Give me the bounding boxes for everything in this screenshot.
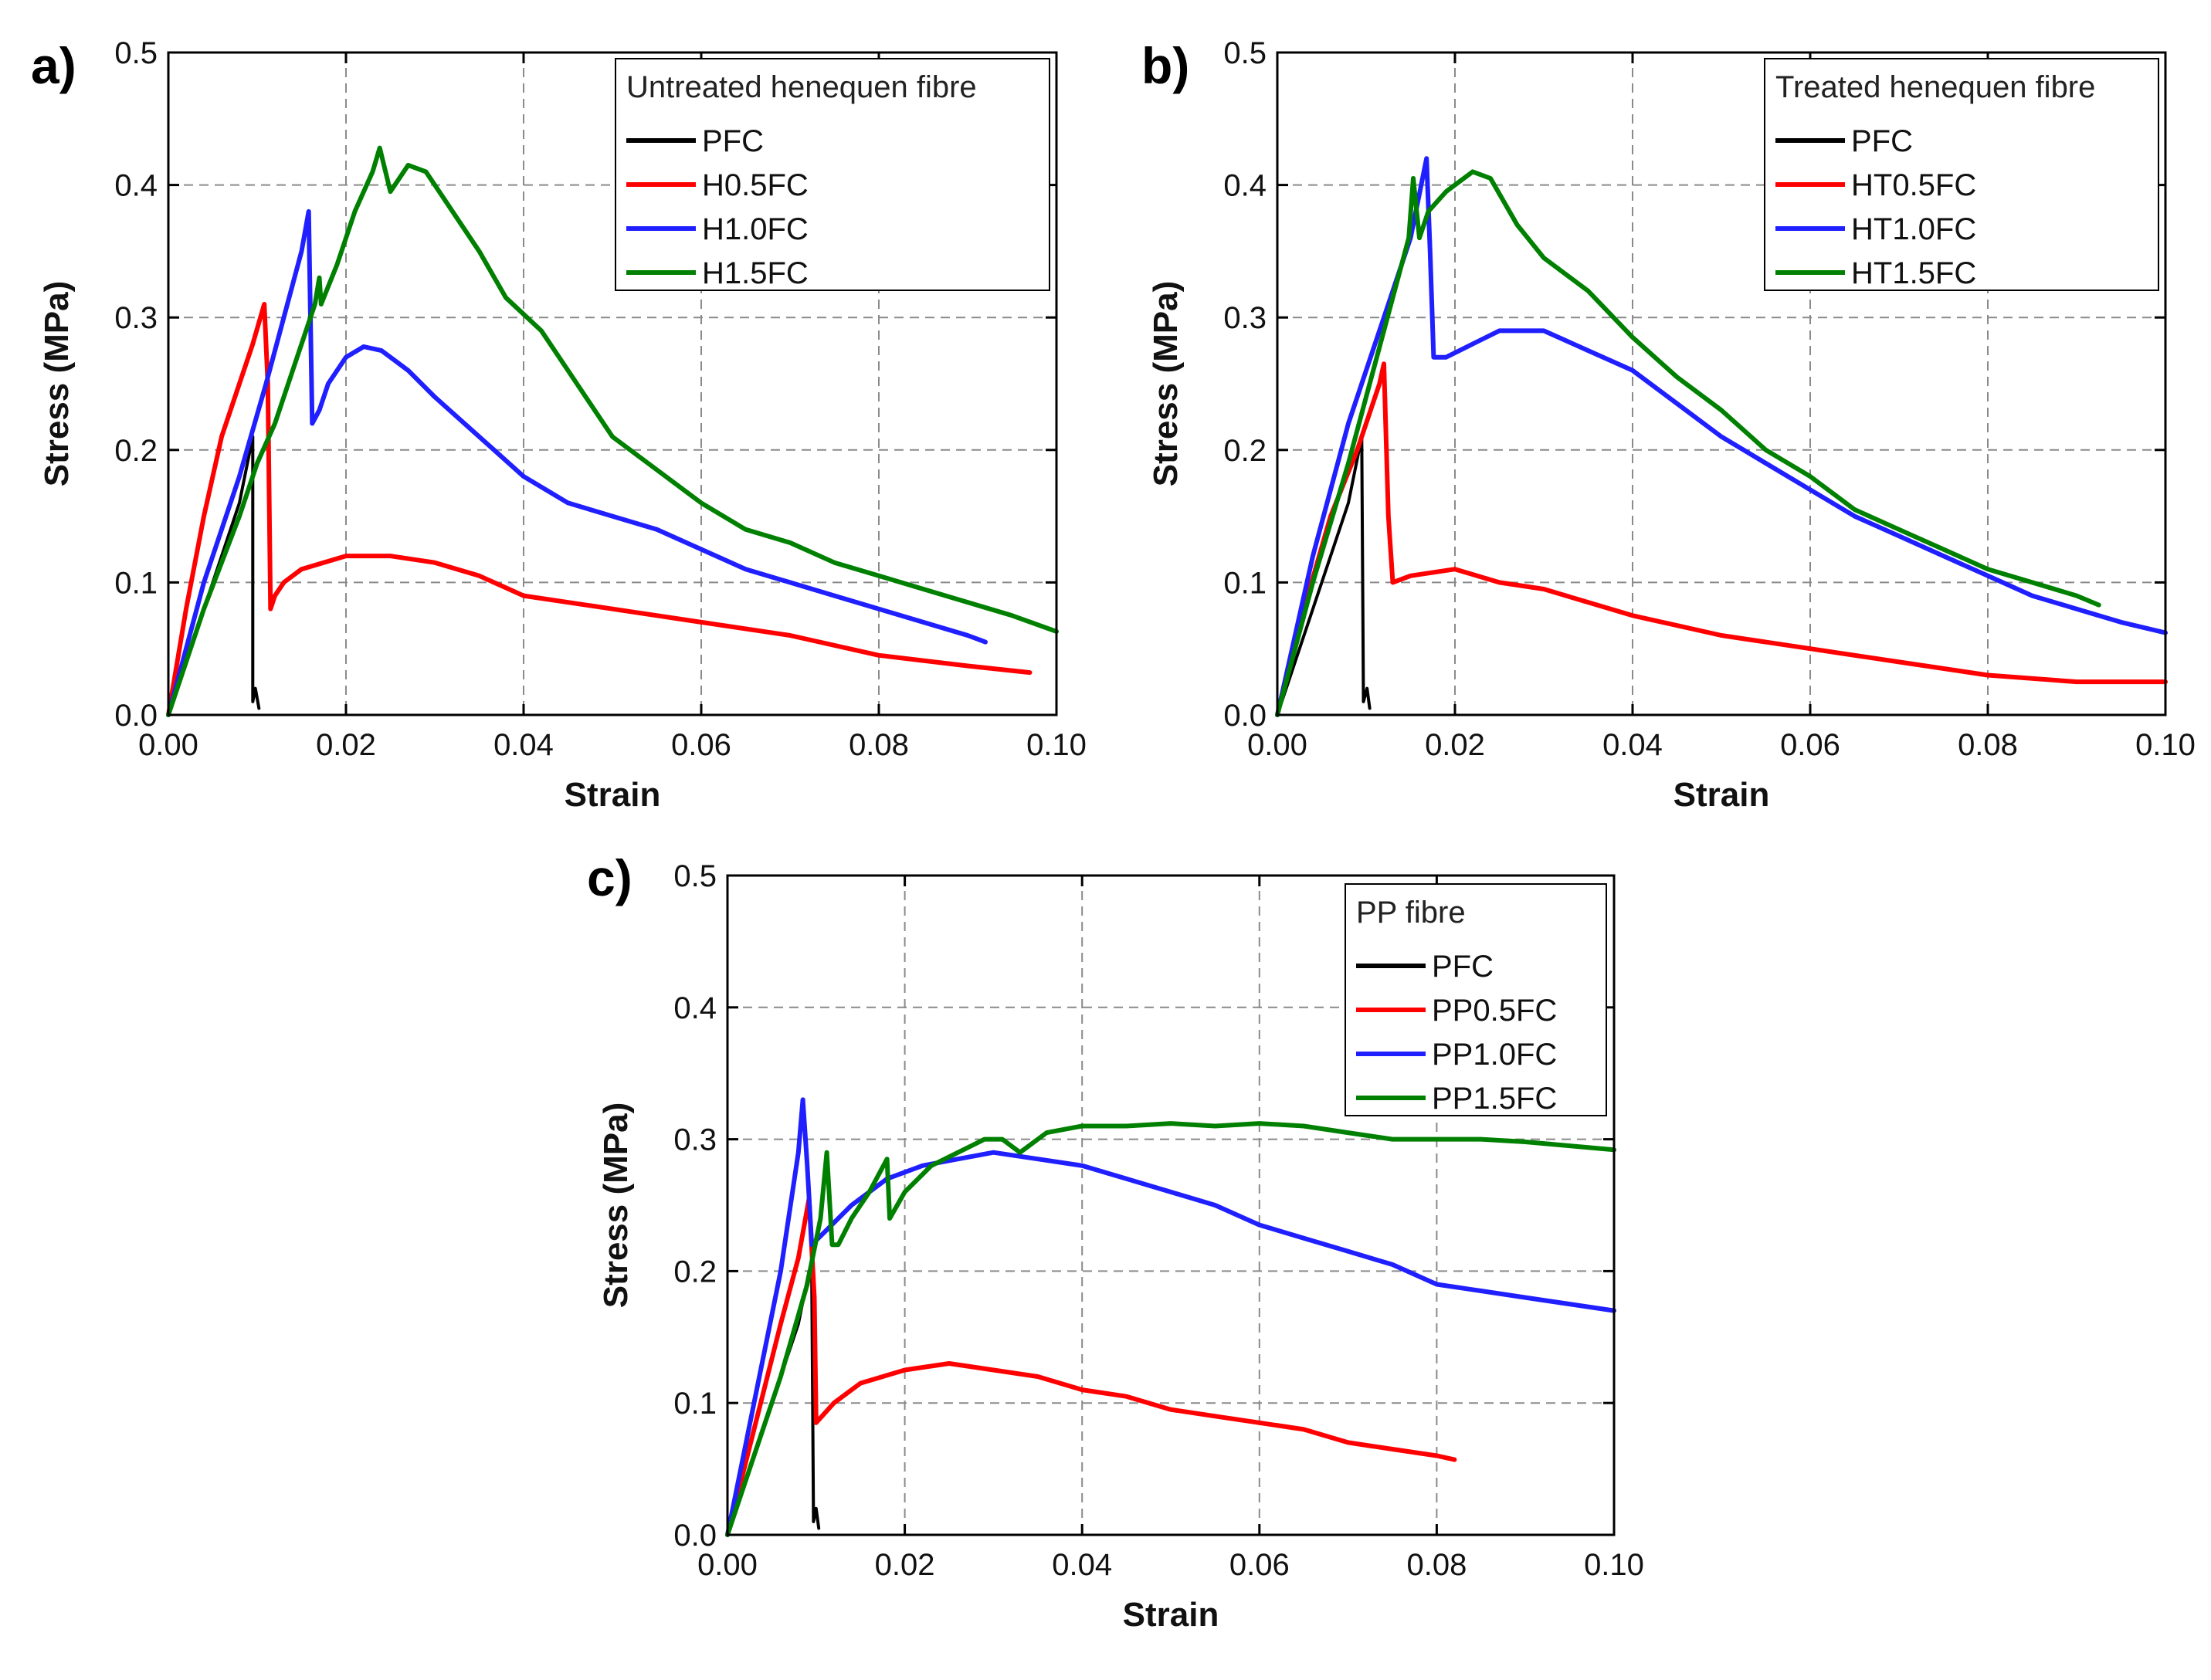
series-line-pfc — [1276, 435, 1372, 716]
y-tick-label: 0.2 — [1223, 434, 1267, 468]
y-tick-label: 0.2 — [673, 1255, 717, 1289]
x-tick-label: 0.00 — [1247, 728, 1307, 762]
x-tick-label: 0.06 — [671, 728, 731, 762]
y-tick-label: 0.0 — [673, 1519, 717, 1553]
series-line-h0.5fc — [166, 302, 1033, 717]
y-tick-label: 0.1 — [114, 566, 158, 600]
chart-panel-c: c) 0.00 0.02 0.04 0.06 0.08 0.10 0.0 0.1 0.2 0.3 0.… — [587, 849, 1644, 1634]
series-line-pp1.0fc — [725, 1097, 1616, 1537]
x-tick-label: 0.08 — [1958, 728, 2018, 762]
x-tick-label: 0.02 — [1425, 728, 1485, 762]
y-tick-label: 0.5 — [1223, 36, 1267, 70]
y-axis-label: Stress (MPa) — [38, 281, 76, 487]
legend-item-label: PFC — [1432, 950, 1494, 984]
legend-item-label: PP0.5FC — [1432, 994, 1557, 1028]
y-tick-label: 0.4 — [114, 169, 158, 203]
y-tick-label: 0.5 — [673, 859, 717, 893]
legend-item-label: PFC — [702, 124, 764, 158]
x-tick-label: 0.02 — [875, 1548, 935, 1582]
legend-item-label: HT1.0FC — [1851, 212, 1976, 246]
legend-item-label: PP1.0FC — [1432, 1038, 1557, 1072]
x-tick-label: 0.04 — [493, 728, 554, 762]
legend: Untreated henequen fibre PFC H0.5FC H1.0FC H… — [615, 58, 1050, 291]
y-tick-label: 0.2 — [114, 434, 158, 468]
legend-item-label: PP1.5FC — [1432, 1082, 1557, 1116]
y-axis-label: Stress (MPa) — [597, 1102, 635, 1309]
series-line-h1.0fc — [166, 208, 988, 717]
x-axis-label: Strain — [1123, 1596, 1219, 1634]
series-line-ht1.5fc — [1275, 169, 2101, 717]
legend-item-label: PFC — [1851, 124, 1913, 158]
x-tick-label: 0.06 — [1229, 1548, 1290, 1582]
legend-box — [1345, 883, 1607, 1116]
legend-box — [1764, 58, 2159, 291]
x-tick-label: 0.02 — [316, 728, 376, 762]
x-tick-label: 0.00 — [697, 1548, 758, 1582]
x-axis-label: Strain — [565, 776, 661, 814]
x-tick-label: 0.00 — [138, 728, 198, 762]
plot-frame — [1276, 51, 2167, 716]
legend-title: Treated henequen fibre — [1775, 70, 2095, 104]
legend-item-label: H1.0FC — [702, 212, 809, 246]
x-axis-label: Strain — [1674, 776, 1770, 814]
series-line-ht1.0fc — [1275, 156, 2168, 717]
legend: PP fibre PFC PP0.5FC PP1.0FC PP1.5FC — [1345, 883, 1607, 1116]
y-tick-label: 0.0 — [1223, 699, 1267, 733]
y-tick-label: 0.4 — [673, 991, 717, 1025]
x-tick-label: 0.08 — [1406, 1548, 1467, 1582]
panel-label: b) — [1141, 37, 1189, 94]
y-axis-label: Stress (MPa) — [1147, 281, 1185, 487]
y-tick-label: 0.1 — [1223, 566, 1267, 600]
y-tick-label: 0.1 — [673, 1387, 717, 1421]
plot-frame — [167, 51, 1058, 716]
plot-frame — [726, 874, 1616, 1536]
chart-panel-b: b) 0.00 0.02 0.04 0.06 0.08 0.10 0.0 0.1 0.2 0.3 0.… — [1141, 36, 2196, 814]
series-line-pp1.5fc — [725, 1121, 1616, 1537]
y-tick-label: 0.4 — [1223, 169, 1267, 203]
series-line-ht0.5fc — [1275, 361, 2168, 717]
series-line-pp0.5fc — [725, 1196, 1457, 1537]
x-tick-label: 0.10 — [1584, 1548, 1644, 1582]
y-tick-label: 0.5 — [114, 36, 158, 70]
legend-title: Untreated henequen fibre — [626, 70, 977, 104]
y-tick-label: 0.0 — [114, 699, 158, 733]
x-tick-label: 0.04 — [1052, 1548, 1112, 1582]
legend: Treated henequen fibre PFC HT0.5FC HT1.0FC H… — [1764, 58, 2159, 291]
chart-panel-a: a) 0.00 0.02 0.04 0.06 0.08 0.10 0.0 0.1 0.2 0.3 0.… — [31, 36, 1087, 814]
x-tick-label: 0.10 — [2135, 728, 2196, 762]
x-tick-label: 0.08 — [849, 728, 909, 762]
panel-label: a) — [31, 37, 76, 94]
legend-item-label: H1.5FC — [702, 256, 809, 290]
legend-box — [615, 58, 1050, 291]
y-tick-label: 0.3 — [114, 301, 158, 335]
series-line-h1.5fc — [166, 145, 1059, 717]
x-tick-label: 0.06 — [1780, 728, 1840, 762]
panel-label: c) — [587, 849, 632, 906]
x-tick-label: 0.04 — [1602, 728, 1663, 762]
y-tick-label: 0.3 — [673, 1123, 717, 1157]
legend-item-label: HT0.5FC — [1851, 168, 1976, 202]
legend-item-label: HT1.5FC — [1851, 256, 1976, 290]
legend-item-label: H0.5FC — [702, 168, 809, 202]
x-tick-label: 0.10 — [1026, 728, 1087, 762]
y-tick-label: 0.3 — [1223, 301, 1267, 335]
legend-title: PP fibre — [1356, 896, 1466, 930]
